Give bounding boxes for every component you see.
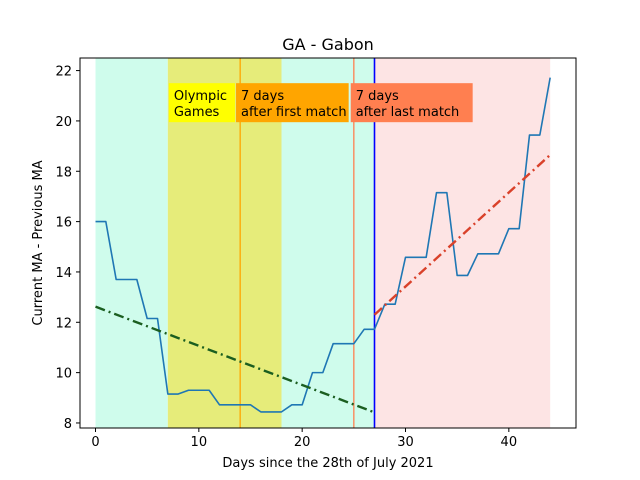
y-tick-label: 22 bbox=[55, 65, 72, 80]
y-axis-label: Current MA - Previous MA bbox=[31, 160, 46, 325]
y-tick-label: 10 bbox=[55, 367, 72, 382]
x-axis-label: Days since the 28th of July 2021 bbox=[222, 456, 433, 471]
y-axis-ticks: 8 10 12 14 16 18 20 22 bbox=[55, 65, 80, 432]
y-tick-label: 16 bbox=[55, 216, 72, 231]
x-tick-label: 20 bbox=[294, 435, 311, 450]
annotation-box bbox=[350, 83, 473, 123]
shaded-region-0 bbox=[95, 58, 168, 428]
y-tick-label: 20 bbox=[55, 115, 72, 130]
y-tick-label: 18 bbox=[55, 165, 72, 180]
data-series bbox=[95, 77, 551, 413]
x-tick-label: 0 bbox=[91, 435, 99, 450]
x-tick-label: 10 bbox=[191, 435, 208, 450]
annotation-box bbox=[236, 83, 349, 123]
x-axis-ticks: 0 10 20 30 40 bbox=[91, 428, 517, 450]
annotation-text: after last match bbox=[356, 105, 460, 120]
trend-line-0 bbox=[95, 305, 375, 414]
y-tick-label: 8 bbox=[64, 417, 72, 432]
y-tick-label: 14 bbox=[55, 266, 72, 281]
annotation-text: after first match bbox=[241, 105, 347, 120]
annotation-text: Olympic bbox=[174, 89, 227, 104]
chart-title: GA - Gabon bbox=[282, 35, 374, 54]
x-tick-label: 30 bbox=[397, 435, 414, 450]
x-tick-label: 40 bbox=[501, 435, 518, 450]
trend-lines bbox=[95, 154, 551, 414]
annotation-text: 7 days bbox=[241, 89, 284, 104]
plot-frame bbox=[79, 57, 577, 429]
annotation-text: 7 days bbox=[356, 89, 399, 104]
annotation-box bbox=[168, 83, 235, 123]
annotation-text: Games bbox=[174, 105, 220, 120]
y-tick-label: 12 bbox=[55, 316, 72, 331]
